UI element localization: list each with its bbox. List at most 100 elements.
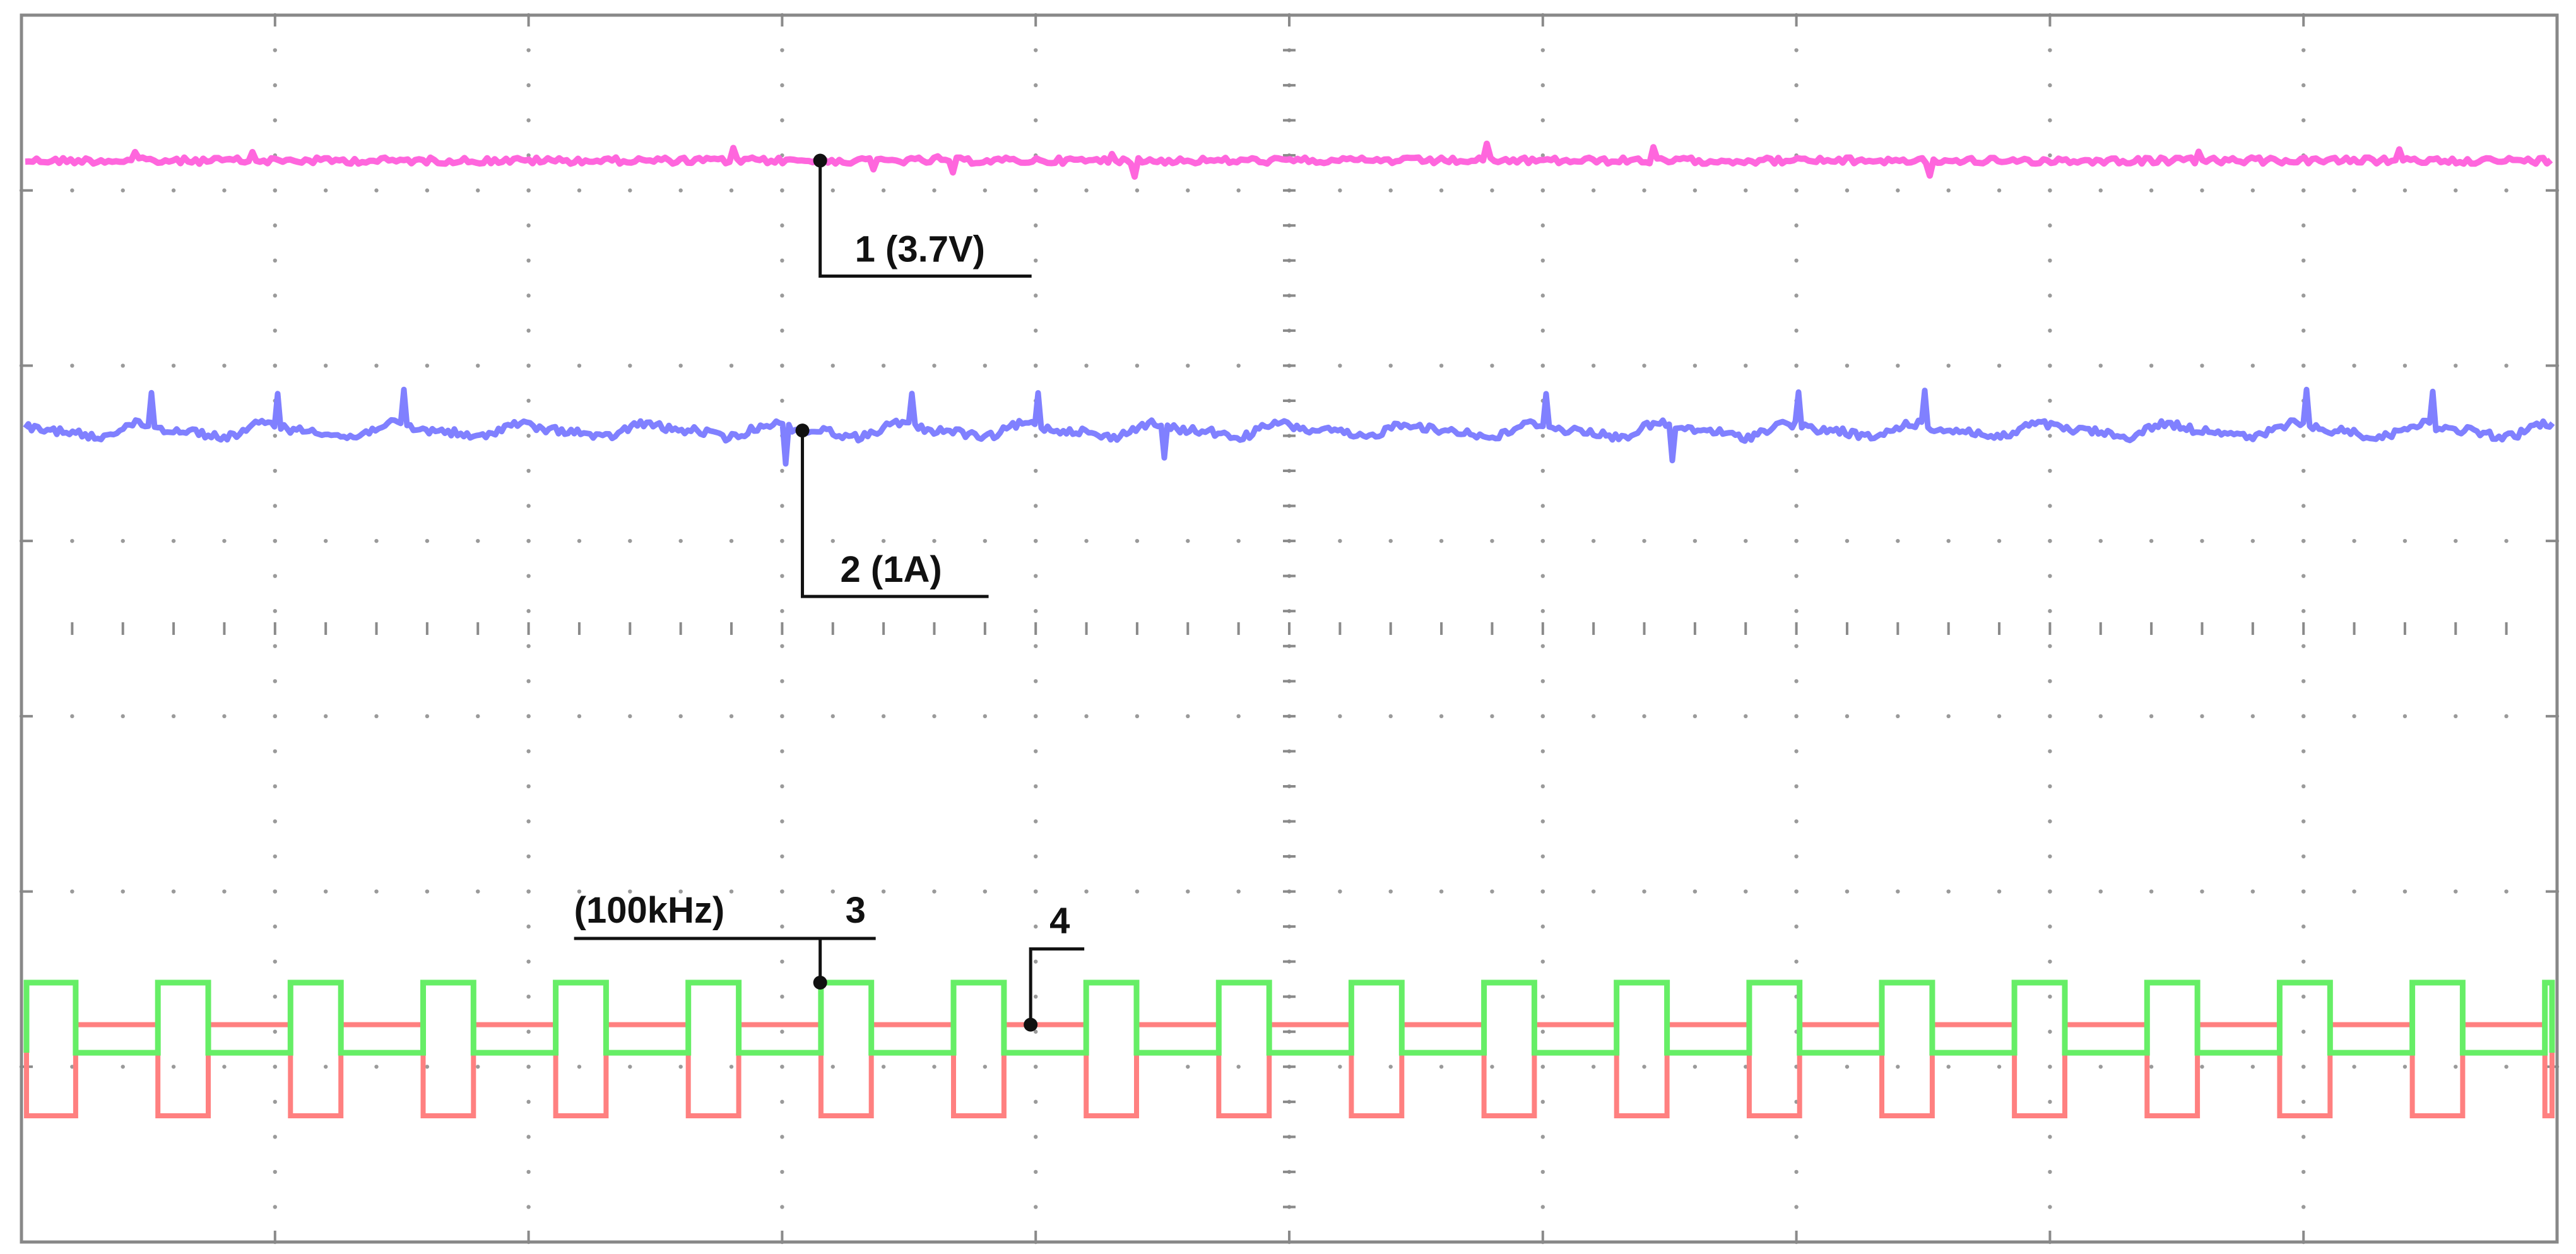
grid-dot [2250, 714, 2255, 719]
grid-dot [780, 1099, 784, 1104]
grid-dot [1084, 188, 1089, 192]
grid-dot [780, 854, 784, 859]
grid-dot [70, 188, 74, 192]
grid-dot [2504, 364, 2508, 368]
grid-dot [2402, 538, 2408, 543]
grid-dot [1388, 1065, 1393, 1069]
grid-dot [2149, 188, 2154, 192]
grid-dot [1591, 538, 1596, 543]
grid-dot [1540, 784, 1545, 789]
grid-dot [1794, 118, 1799, 122]
grid-dot [1338, 364, 1342, 368]
grid-dot [1540, 1169, 1545, 1174]
grid-dot [323, 188, 328, 192]
grid-dot [1794, 819, 1799, 824]
grid-dot [1794, 188, 1799, 192]
grid-dot [881, 714, 886, 719]
grid-dot [1794, 434, 1799, 438]
grid-dot [1034, 1065, 1038, 1069]
grid-dot [2048, 188, 2052, 192]
grid-dot [1439, 889, 1444, 894]
grid-dot [1540, 153, 1545, 158]
grid-dot [2301, 538, 2306, 543]
grid-dot [1034, 188, 1038, 192]
grid-dot [1744, 538, 1748, 543]
grid-dot [1540, 83, 1545, 88]
callout-label-1: 1 (3.7V) [855, 229, 985, 270]
grid-dot [526, 504, 531, 508]
grid-dot [1338, 714, 1342, 719]
grid-dot [171, 364, 176, 368]
grid-dot [830, 714, 835, 719]
grid-dot [2301, 504, 2306, 508]
grid-dot [476, 364, 480, 368]
grid-dot [273, 258, 277, 263]
grid-dot [2048, 574, 2052, 578]
grid-dot [526, 1099, 531, 1104]
grid-dot [780, 1065, 784, 1069]
grid-dot [1896, 1065, 1900, 1069]
grid-dot [2352, 188, 2356, 192]
grid-dot [780, 1205, 784, 1209]
grid-dot [1034, 434, 1038, 438]
grid-dot [780, 609, 784, 613]
grid-dot [1896, 714, 1900, 719]
grid-dot [1794, 258, 1799, 263]
grid-dot [2352, 889, 2356, 894]
grid-dot [2352, 538, 2356, 543]
grid-dot [2048, 118, 2052, 122]
grid-dot [1338, 1065, 1342, 1069]
plot-border [20, 13, 2559, 1244]
callout-leader-2 [801, 430, 989, 598]
grid-dot [2402, 1065, 2408, 1069]
grid-dot [2301, 364, 2306, 368]
grid-dot [526, 223, 531, 228]
grid-dot [2301, 609, 2306, 613]
grid-dot [1490, 1065, 1494, 1069]
grid-dot [1540, 1029, 1545, 1034]
grid-dot [2048, 1099, 2052, 1104]
grid-dot [780, 679, 784, 683]
grid-dot [1186, 188, 1190, 192]
grid-dot [780, 959, 784, 964]
grid-dot [678, 538, 683, 543]
grid-dot [2301, 819, 2306, 824]
grid-dot [374, 188, 379, 192]
grid-dot [628, 714, 632, 719]
grid-dot [1540, 223, 1545, 228]
grid-dot [526, 959, 531, 964]
grid-dot [1034, 574, 1038, 578]
grid-dot [1338, 889, 1342, 894]
grid-dot [1388, 889, 1393, 894]
grid-dot [171, 538, 176, 543]
grid-dot [2098, 538, 2103, 543]
grid-dot [2301, 1135, 2306, 1139]
grid-dot [1034, 1029, 1038, 1034]
grid-dot [628, 889, 632, 894]
grid-dot [1794, 293, 1799, 298]
grid-dot [1744, 188, 1748, 192]
grid-dot [2048, 889, 2052, 894]
grid-dot [1034, 468, 1038, 473]
grid-dot [2301, 749, 2306, 754]
grid-dot [1946, 538, 1951, 543]
grid-dot [526, 1065, 531, 1069]
grid-dot [1034, 714, 1038, 719]
grid-dot [780, 328, 784, 333]
grid-dot [526, 468, 531, 473]
grid-dot [2048, 83, 2052, 88]
grid-dot [1845, 714, 1850, 719]
grid-dot [273, 1169, 277, 1174]
grid-dot [1034, 854, 1038, 859]
grid-dot [273, 574, 277, 578]
grid-dot [2048, 328, 2052, 333]
grid-dot [70, 538, 74, 543]
grid-dot [2048, 609, 2052, 613]
grid-dot [1744, 364, 1748, 368]
grid-dot [2048, 1135, 2052, 1139]
grid-dot [780, 889, 784, 894]
grid-dot [2454, 714, 2458, 719]
grid-dot [2301, 679, 2306, 683]
grid-dot [2301, 644, 2306, 648]
